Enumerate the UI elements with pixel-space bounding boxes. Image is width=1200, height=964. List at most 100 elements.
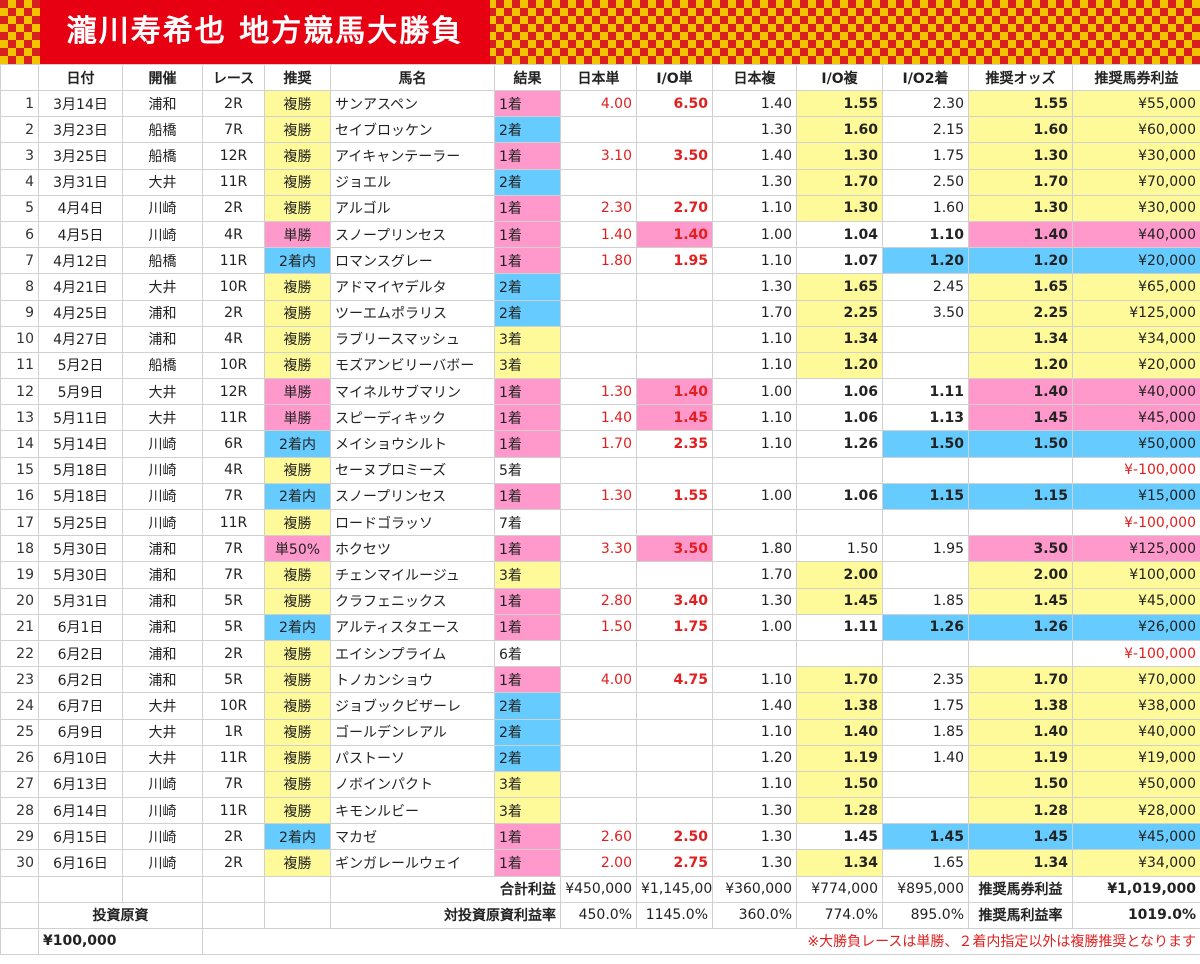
jp-win-cell: 1.70 — [560, 430, 637, 458]
horse-name-cell: アドマイヤデルタ — [330, 273, 495, 301]
table-row: 22 6月2日 浦和 2R 複勝 エイシンプライム 6着 ¥-100,000 — [0, 639, 1200, 668]
rec-odds-cell: 1.26 — [968, 613, 1073, 641]
race-cell: 11R — [202, 247, 265, 275]
venue-cell: 浦和 — [122, 535, 203, 563]
io-place-cell: 2.00 — [796, 561, 883, 589]
date-cell: 5月30日 — [38, 535, 123, 563]
rec-profit-cell: ¥50,000 — [1072, 770, 1200, 799]
result-cell: 2着 — [494, 744, 561, 772]
rec-profit-cell: ¥34,000 — [1072, 325, 1200, 353]
row-number: 1 — [0, 89, 39, 118]
venue-cell: 川崎 — [122, 194, 203, 222]
ratio-label: 対投資原資利益率 — [330, 901, 561, 929]
result-cell: 1着 — [494, 220, 561, 249]
result-cell: 7着 — [494, 508, 561, 537]
date-cell: 6月7日 — [38, 692, 123, 720]
row-number: 11 — [0, 351, 39, 380]
row-number: 15 — [0, 456, 39, 484]
jp-win-cell: 3.10 — [560, 142, 637, 170]
row-number: 12 — [0, 378, 39, 406]
rec-ratio-label: 推奨馬利益率 — [968, 901, 1073, 929]
io-2nd-cell: 2.35 — [882, 666, 969, 694]
pick-cell: 単勝 — [264, 378, 331, 406]
race-cell: 5R — [202, 587, 265, 615]
horse-name-cell: モズアンビリーバボー — [330, 351, 495, 380]
pick-cell: 複勝 — [264, 639, 331, 668]
pick-cell: 2着内 — [264, 430, 331, 458]
io-2nd-cell: 1.95 — [882, 535, 969, 563]
result-cell: 1着 — [494, 587, 561, 615]
venue-cell: 大井 — [122, 273, 203, 301]
result-cell: 3着 — [494, 770, 561, 799]
total-cell: ¥895,000 — [882, 875, 969, 903]
date-cell: 5月30日 — [38, 561, 123, 589]
io-place-cell — [796, 639, 883, 668]
horse-name-cell: スノープリンセス — [330, 220, 495, 249]
venue-cell: 川崎 — [122, 823, 203, 851]
date-cell: 6月13日 — [38, 770, 123, 799]
jp-place-cell: 1.30 — [712, 849, 797, 877]
table-row: 17 5月25日 川崎 11R 複勝 ロードゴラッソ 7着 ¥-100,000 — [0, 508, 1200, 537]
io-place-cell: 1.34 — [796, 849, 883, 877]
io-place-cell: 1.40 — [796, 718, 883, 746]
pick-cell: 複勝 — [264, 797, 331, 825]
venue-cell: 川崎 — [122, 797, 203, 825]
jp-place-cell: 1.10 — [712, 351, 797, 380]
table-row: 25 6月9日 大井 1R 複勝 ゴールデンレアル 2着 1.10 1.40 1.85 1.40 ¥4… — [0, 718, 1200, 746]
io-place-cell: 1.11 — [796, 613, 883, 641]
rec-profit-cell: ¥-100,000 — [1072, 456, 1200, 484]
row-number: 2 — [0, 116, 39, 144]
venue-cell: 浦和 — [122, 561, 203, 589]
jp-win-cell — [560, 770, 637, 799]
rec-odds-cell: 1.20 — [968, 351, 1073, 380]
col-header: 推奨 — [264, 64, 331, 91]
venue-cell: 船橋 — [122, 142, 203, 170]
jp-place-cell: 1.00 — [712, 482, 797, 511]
venue-cell: 船橋 — [122, 116, 203, 144]
rec-odds-cell: 1.45 — [968, 404, 1073, 432]
io-place-cell: 2.25 — [796, 299, 883, 327]
rec-profit-cell: ¥15,000 — [1072, 482, 1200, 511]
row-number: 28 — [0, 797, 39, 825]
ratio-cell: 360.0% — [712, 901, 797, 929]
io-2nd-cell: 2.45 — [882, 273, 969, 301]
table-row: 26 6月10日 大井 11R 複勝 パストーソ 2着 1.20 1.19 1.40 1.19 ¥19… — [0, 744, 1200, 772]
ratio-cell: 895.0% — [882, 901, 969, 929]
io-win-cell: 1.45 — [636, 404, 713, 432]
pick-cell: 複勝 — [264, 744, 331, 772]
io-2nd-cell: 1.75 — [882, 692, 969, 720]
io-place-cell: 1.28 — [796, 797, 883, 825]
col-header: レース — [202, 64, 265, 91]
table-row: 18 5月30日 浦和 7R 単50% ホクセツ 1着 3.30 3.50 1.80 1.50 1.9… — [0, 535, 1200, 563]
rec-profit-cell: ¥70,000 — [1072, 168, 1200, 196]
row-number: 29 — [0, 823, 39, 851]
rec-odds-cell: 1.40 — [968, 220, 1073, 249]
capital-row: ¥100,000 ※大勝負レースは単勝、２着内指定以外は複勝推奨となります — [0, 927, 1200, 955]
date-cell: 4月4日 — [38, 194, 123, 222]
table-row: 24 6月7日 大井 10R 複勝 ジョブックビザーレ 2着 1.40 1.38 1.75 1.38… — [0, 692, 1200, 720]
io-win-cell — [636, 639, 713, 668]
rec-profit-cell: ¥20,000 — [1072, 351, 1200, 380]
row-number: 6 — [0, 220, 39, 249]
io-place-cell: 1.04 — [796, 220, 883, 249]
rec-odds-cell: 1.70 — [968, 168, 1073, 196]
jp-place-cell: 1.10 — [712, 430, 797, 458]
venue-cell: 大井 — [122, 404, 203, 432]
race-cell: 2R — [202, 299, 265, 327]
io-place-cell: 1.06 — [796, 482, 883, 511]
rec-profit-cell: ¥34,000 — [1072, 849, 1200, 877]
pick-cell: 複勝 — [264, 508, 331, 537]
rec-odds-cell: 1.40 — [968, 378, 1073, 406]
io-place-cell: 1.38 — [796, 692, 883, 720]
date-cell: 4月5日 — [38, 220, 123, 249]
row-number: 26 — [0, 744, 39, 772]
race-cell: 1R — [202, 718, 265, 746]
horse-name-cell: トノカンショウ — [330, 666, 495, 694]
io-2nd-cell — [882, 325, 969, 353]
rec-odds-cell: 1.15 — [968, 482, 1073, 511]
rec-ratio-value: 1019.0% — [1072, 901, 1200, 929]
pick-cell: 複勝 — [264, 273, 331, 301]
jp-win-cell: 4.00 — [560, 89, 637, 118]
date-cell: 4月25日 — [38, 299, 123, 327]
venue-cell: 大井 — [122, 744, 203, 772]
